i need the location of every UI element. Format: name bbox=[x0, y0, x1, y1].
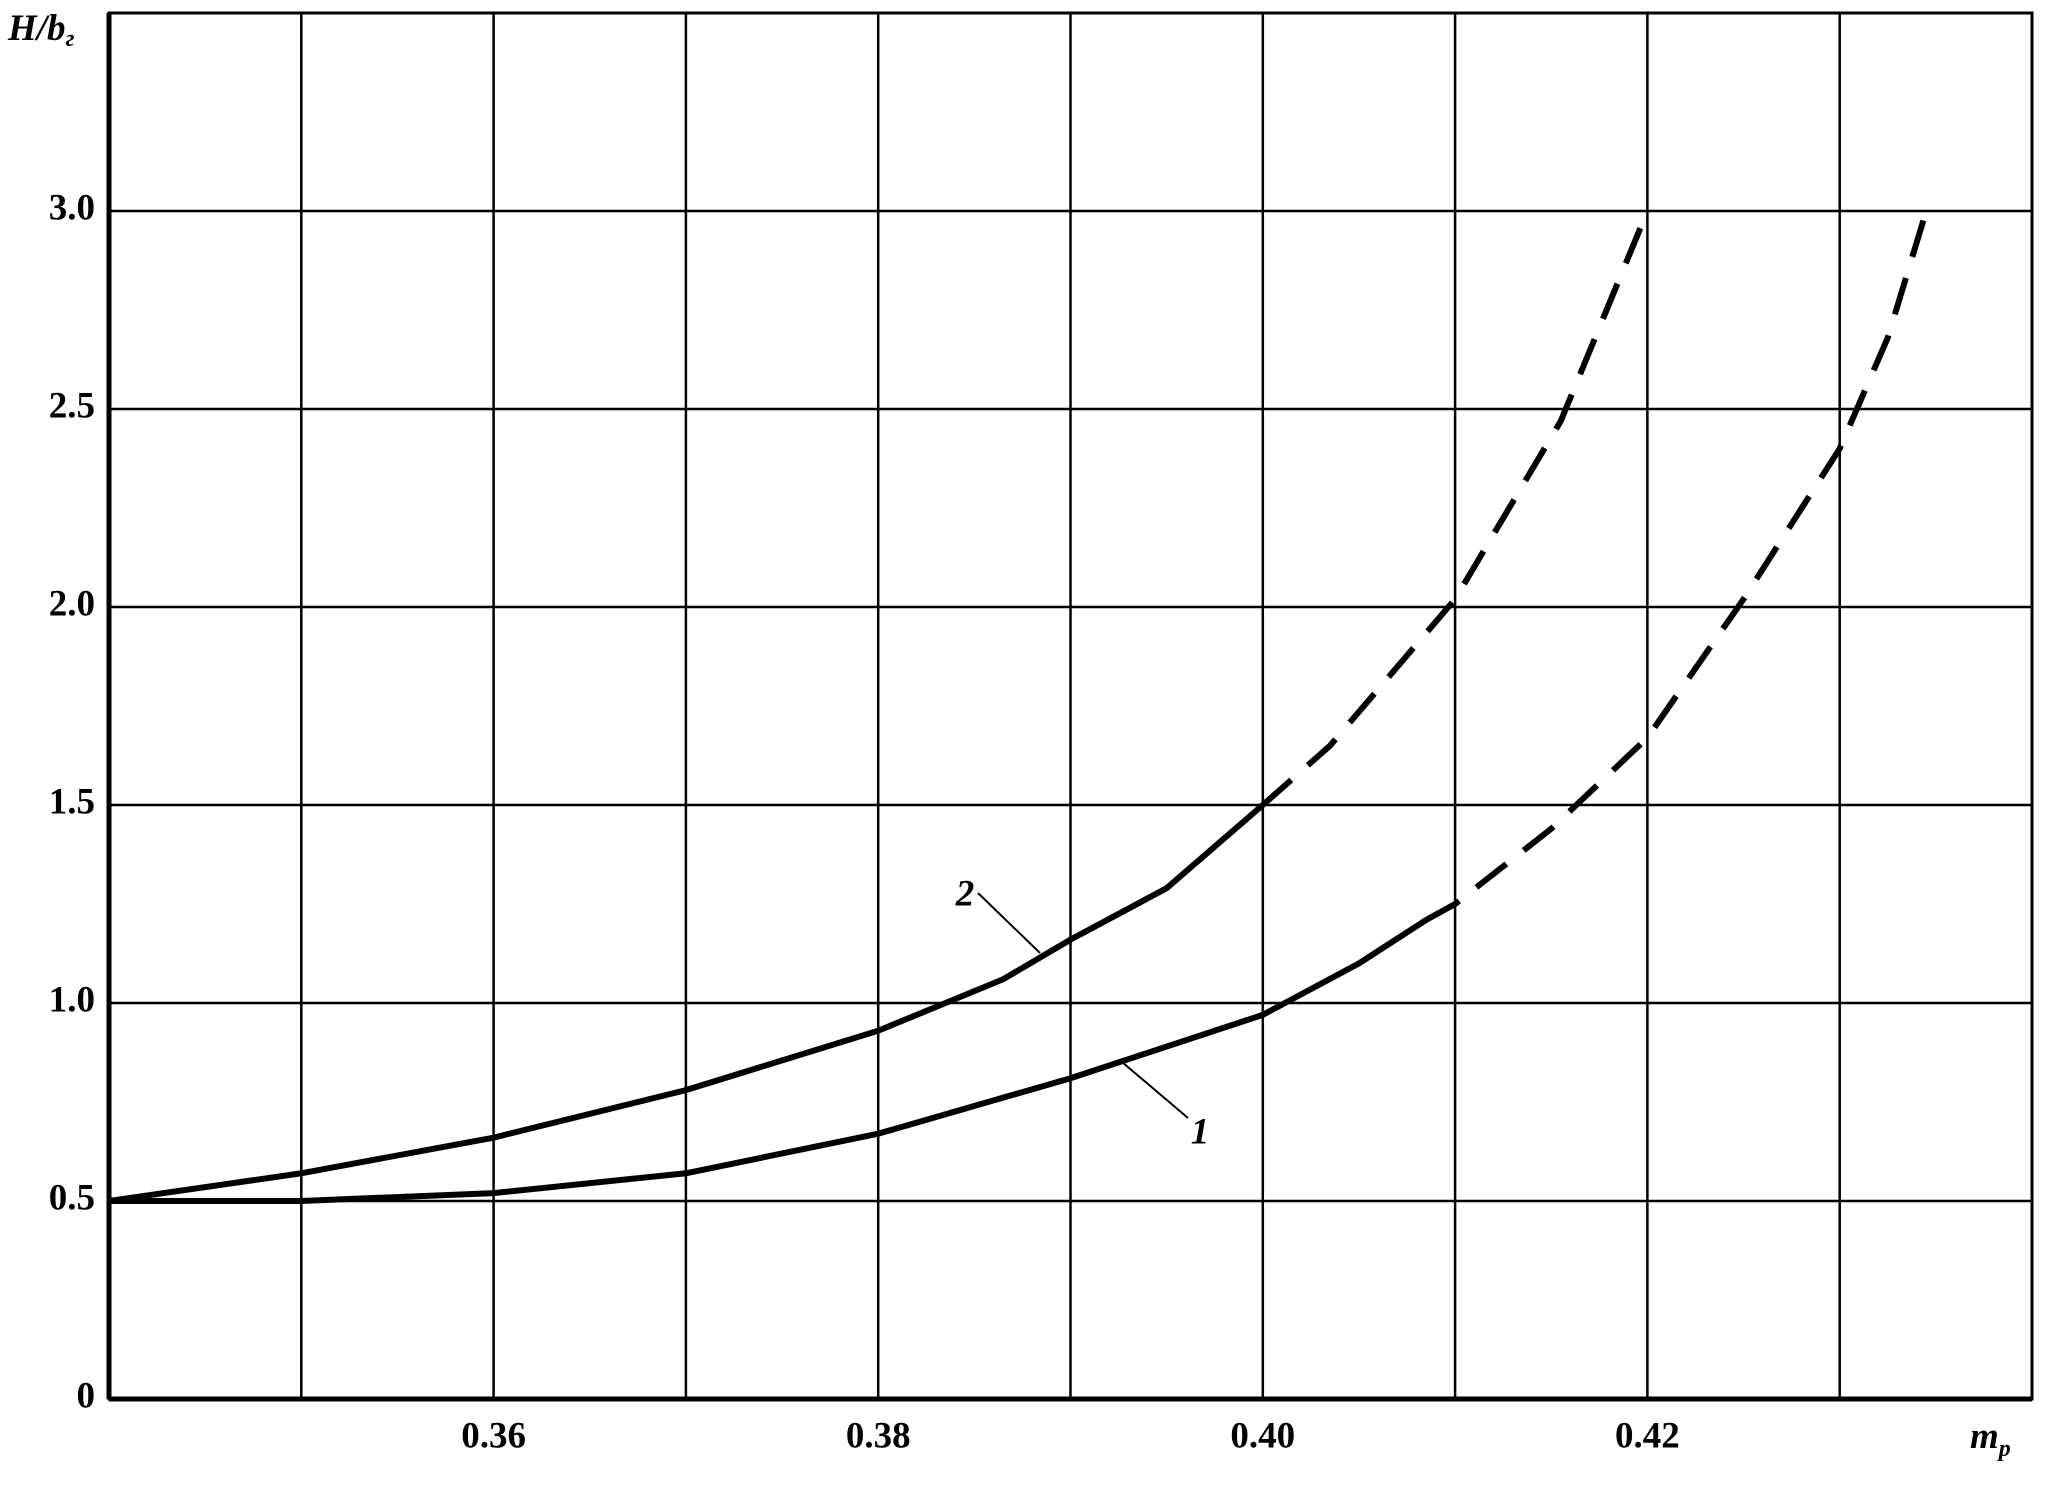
curve-label: 2 bbox=[955, 873, 975, 914]
curve-label: 1 bbox=[1191, 1111, 1210, 1152]
x-tick-label: 0.42 bbox=[1615, 1415, 1680, 1456]
curve-solid bbox=[109, 917, 1428, 1204]
y-axis-label: H/bг bbox=[7, 8, 75, 51]
curve-solid bbox=[108, 802, 1265, 1204]
curve-dashed bbox=[1260, 209, 1651, 808]
curve-dashed bbox=[1424, 210, 1930, 923]
x-tick-label: 0.40 bbox=[1230, 1415, 1295, 1456]
y-tick-label: 2.5 bbox=[49, 385, 95, 426]
x-tick-label: 0.36 bbox=[461, 1415, 526, 1456]
y-tick-label: 2.0 bbox=[49, 583, 95, 624]
y-tick-label: 3.0 bbox=[49, 187, 95, 228]
y-tick-label: 1.5 bbox=[49, 781, 95, 822]
y-axis-label-main: H/b bbox=[7, 8, 66, 49]
leader-line bbox=[977, 892, 1041, 954]
x-axis-label-main: m bbox=[1970, 1416, 1999, 1457]
y-tick-label: 0 bbox=[77, 1375, 96, 1416]
y-tick-label: 1.0 bbox=[49, 979, 95, 1020]
x-axis-label: mp bbox=[1970, 1416, 2011, 1461]
x-tick-label: 0.38 bbox=[846, 1415, 911, 1456]
y-tick-label: 0.5 bbox=[49, 1177, 95, 1218]
x-axis-label-sub: p bbox=[1997, 1436, 2011, 1462]
leader-line bbox=[1121, 1061, 1189, 1119]
y-axis-label-sub: г bbox=[66, 26, 75, 52]
